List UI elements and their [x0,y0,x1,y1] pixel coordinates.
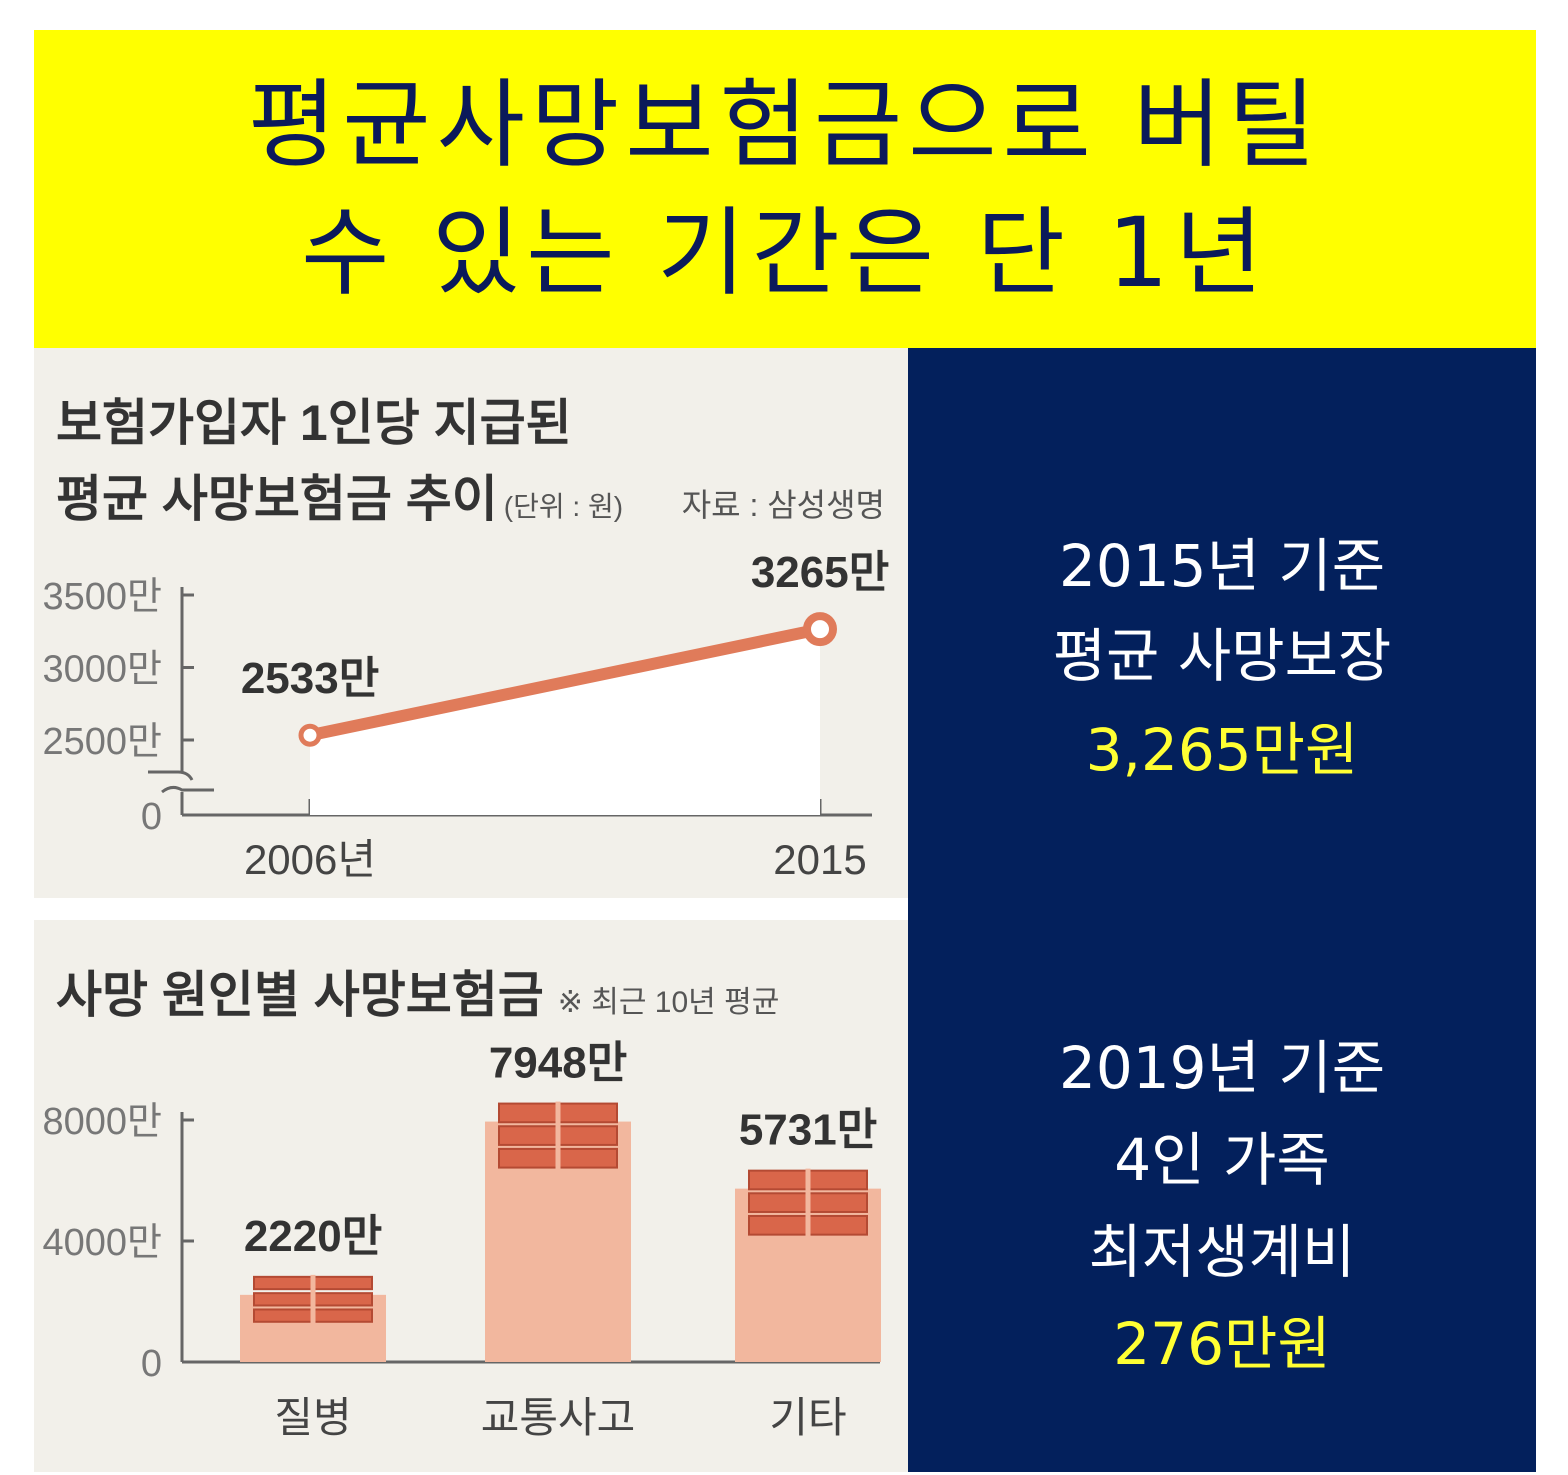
money-bundle-icon [498,1101,618,1170]
axis-break-upper [148,770,194,781]
data-point-2015 [803,612,837,647]
y-tick-label: 2500만 [43,721,163,763]
bar-category-label: 교통사고 [481,1394,636,1441]
line-series [304,623,826,742]
line-chart-source: 자료 : 삼성생명 [682,487,885,523]
info2-line3: 최저생계비 [1088,1218,1356,1286]
info2-amount: 276만원 [1113,1310,1331,1378]
panel-divider [34,898,908,920]
bar-y-tick-label: 0 [141,1343,162,1385]
bar-chart-title: 사망 원인별 사망보험금 ※ 최근 10년 평균 [56,967,779,1023]
y-tick-label: 0 [141,796,162,838]
line-chart-title-main: 평균 사망보험금 추이 [56,471,498,527]
headline-line-2: 수 있는 기간은 단 1년 [301,197,1269,309]
line-chart-title-2: 평균 사망보험금 추이 (단위 : 원) [56,471,623,527]
x-tick-2006: 2006년 [244,836,376,883]
y-tick-label: 3500만 [43,576,163,618]
info1-line2: 평균 사망보장 [1052,622,1392,690]
bar-data-label: 7948만 [489,1039,627,1088]
info-panel: 2015년 기준 평균 사망보장 3,265만원 2019년 기준 4인 가족 … [908,348,1536,1472]
line-chart-unit: (단위 : 원) [504,491,623,522]
bar-category-label: 기타 [769,1394,846,1441]
bar-chart-axes: 0 4000만 8000만 [43,1101,880,1385]
info1-amount: 3,265만원 [1085,716,1359,784]
axis-break-lower [161,785,214,794]
bar-y-tick-label: 4000만 [43,1222,163,1264]
x-tick-2015: 2015 [773,836,866,883]
y-tick-label: 3000만 [43,649,163,691]
info1-line1: 2015년 기준 [1058,532,1386,600]
bar-y-tick-label: 8000만 [43,1101,163,1143]
headline-banner: 평균사망보험금으로 버틸 수 있는 기간은 단 1년 [34,30,1536,348]
data-label-2006: 2533만 [241,654,379,703]
bar-category-label: 질병 [274,1394,351,1441]
info2-line1: 2019년 기준 [1058,1034,1386,1102]
bar-chart-title-main: 사망 원인별 사망보험금 [56,967,544,1023]
money-bundle-icon [748,1168,868,1237]
headline-line-1: 평균사망보험금으로 버틸 [247,69,1323,181]
bar-data-label: 5731만 [739,1106,877,1155]
data-label-2015: 3265만 [751,548,889,597]
info2-line2: 4인 가족 [1114,1126,1330,1194]
bar-chart-note: ※ 최근 10년 평균 [558,986,780,1019]
money-bundle-icon [253,1274,373,1324]
data-point-2006 [298,723,322,747]
line-area-fill [310,629,820,815]
line-chart-title-1: 보험가입자 1인당 지급된 [56,395,572,451]
bar-data-label: 2220만 [244,1212,382,1261]
